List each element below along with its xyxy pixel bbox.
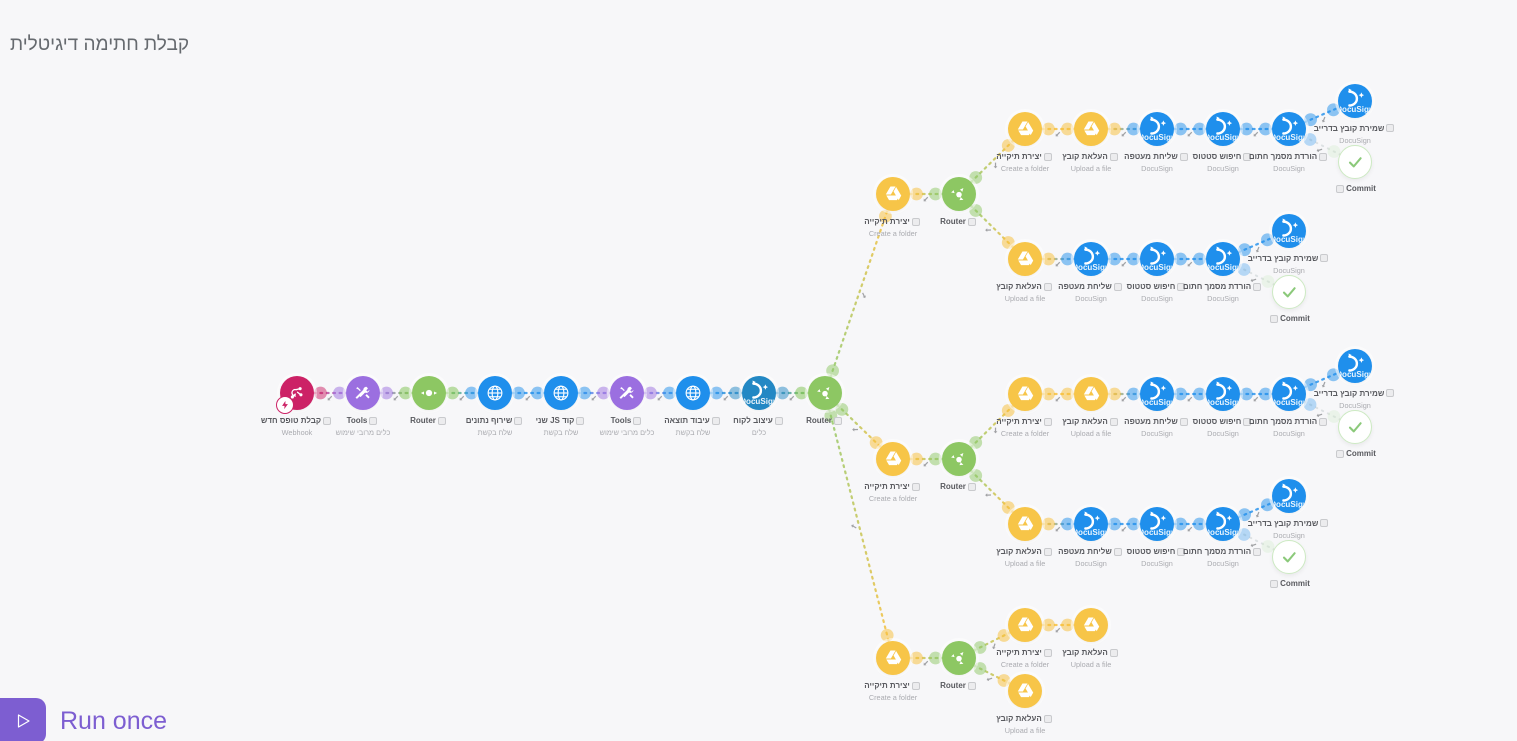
svg-text:DocuSign: DocuSign — [1340, 104, 1370, 113]
svg-text:DocuSign: DocuSign — [1340, 369, 1370, 378]
svg-text:DocuSign: DocuSign — [1076, 528, 1106, 537]
svg-text:DocuSign: DocuSign — [744, 397, 774, 406]
svg-text:DocuSign: DocuSign — [1208, 398, 1238, 407]
svg-text:DocuSign: DocuSign — [1274, 234, 1304, 243]
svg-text:DocuSign: DocuSign — [1274, 499, 1304, 508]
svg-text:DocuSign: DocuSign — [1076, 263, 1106, 272]
svg-text:DocuSign: DocuSign — [1142, 528, 1172, 537]
svg-text:DocuSign: DocuSign — [1142, 263, 1172, 272]
svg-text:DocuSign: DocuSign — [1142, 133, 1172, 142]
svg-text:DocuSign: DocuSign — [1208, 133, 1238, 142]
svg-text:DocuSign: DocuSign — [1142, 398, 1172, 407]
